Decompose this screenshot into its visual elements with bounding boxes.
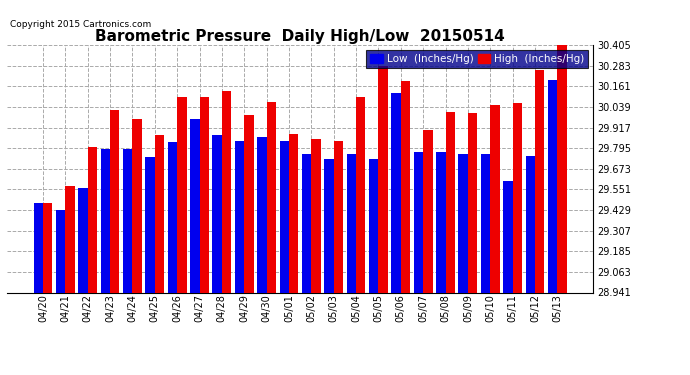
Bar: [513, 104, 522, 292]
Bar: [199, 96, 209, 292]
Bar: [423, 130, 433, 292]
Bar: [481, 154, 491, 292]
Bar: [66, 186, 75, 292]
Bar: [458, 154, 468, 292]
Bar: [401, 81, 410, 292]
Bar: [302, 154, 311, 292]
Bar: [279, 141, 289, 292]
Bar: [88, 147, 97, 292]
Bar: [146, 158, 155, 292]
Bar: [123, 149, 132, 292]
Bar: [56, 210, 66, 292]
Bar: [548, 80, 558, 292]
Bar: [503, 181, 513, 292]
Bar: [414, 152, 423, 292]
Bar: [266, 102, 276, 292]
Bar: [213, 135, 222, 292]
Bar: [155, 135, 164, 292]
Bar: [235, 141, 244, 292]
Bar: [526, 156, 535, 292]
Bar: [78, 188, 88, 292]
Bar: [391, 93, 401, 292]
Bar: [311, 139, 321, 292]
Bar: [132, 118, 142, 292]
Bar: [244, 115, 254, 292]
Bar: [177, 96, 186, 292]
Title: Barometric Pressure  Daily High/Low  20150514: Barometric Pressure Daily High/Low 20150…: [95, 29, 505, 44]
Bar: [535, 69, 544, 292]
Bar: [257, 137, 266, 292]
Text: Copyright 2015 Cartronics.com: Copyright 2015 Cartronics.com: [10, 20, 151, 29]
Bar: [110, 110, 119, 292]
Bar: [491, 105, 500, 292]
Bar: [190, 118, 199, 292]
Bar: [43, 203, 52, 292]
Bar: [369, 159, 378, 292]
Bar: [334, 141, 343, 292]
Bar: [168, 142, 177, 292]
Bar: [101, 149, 110, 292]
Bar: [558, 44, 566, 292]
Legend: Low  (Inches/Hg), High  (Inches/Hg): Low (Inches/Hg), High (Inches/Hg): [366, 50, 588, 68]
Bar: [34, 203, 43, 292]
Bar: [436, 152, 446, 292]
Bar: [346, 154, 356, 292]
Bar: [356, 96, 366, 292]
Bar: [289, 134, 298, 292]
Bar: [324, 159, 334, 292]
Bar: [378, 66, 388, 292]
Bar: [468, 114, 477, 292]
Bar: [222, 92, 231, 292]
Bar: [446, 112, 455, 292]
